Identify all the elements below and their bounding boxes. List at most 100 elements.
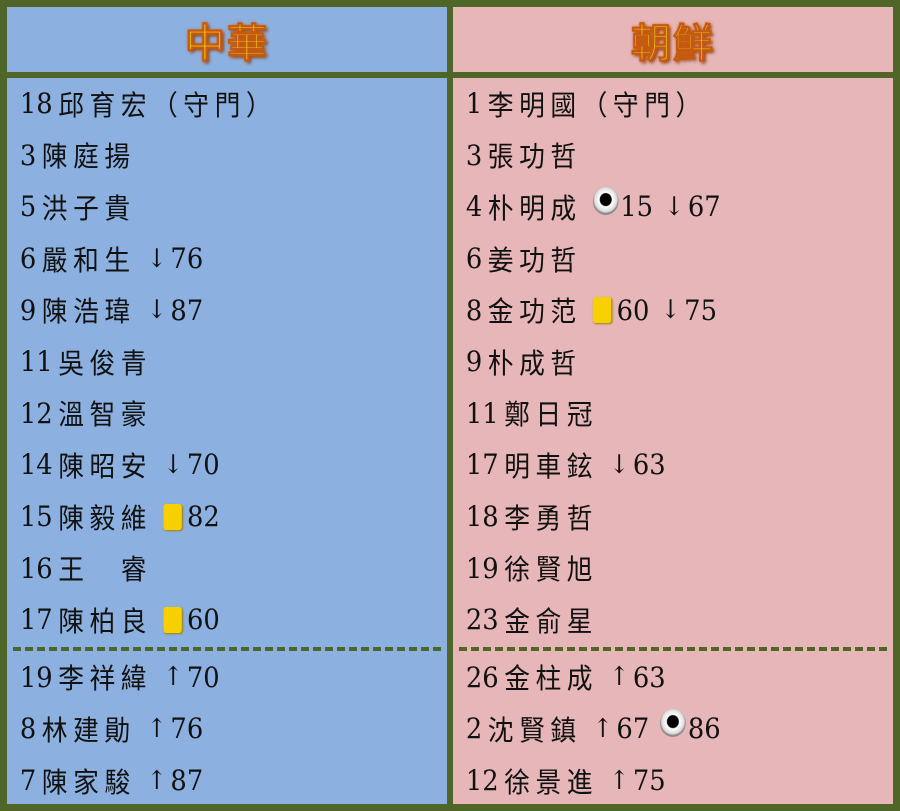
team-panel-chinese-taipei: 中華 18 邱育宏（守門） 3 陳庭揚 5 洪子貴 6 嚴和生 ↓ 76 9 陳浩瑋 ↓ 87 11 吳俊青 1…: [7, 7, 447, 804]
event-goal: 15: [592, 186, 654, 224]
event-minute: 63: [632, 448, 666, 482]
event-yellow-card: 82: [163, 500, 220, 533]
subs-list: 19 李祥緯 ↑ 70 8 林建勛 ↑ 76 7 陳家駿 ↑ 87: [7, 652, 447, 807]
player-row: 12 徐景進 ↑ 75: [453, 755, 858, 807]
event-sub-off: ↓ 63: [609, 448, 666, 481]
player-name: 陳昭安: [58, 449, 153, 483]
down-arrow-icon: ↓: [609, 449, 630, 480]
event-sub-off: ↓ 75: [660, 294, 717, 327]
player-number: 16: [19, 551, 53, 585]
event-sub-on: ↑ 76: [147, 712, 204, 745]
player-row: 3 張功哲: [453, 130, 858, 182]
event-minute: 15: [620, 190, 654, 224]
player-number: 14: [19, 448, 53, 482]
team-panel-north-korea: 朝鮮 1 李明國（守門） 3 張功哲 4 朴明成 15 ↓ 67 6 姜功哲 8 金功范 60 ↓ 75 9 朴成…: [453, 7, 893, 804]
player-row: 3 陳庭揚: [7, 130, 412, 182]
event-minute: 75: [684, 293, 717, 327]
player-name: 明車鉉: [504, 449, 599, 483]
event-minute: 70: [186, 660, 220, 694]
player-name: 嚴和生: [41, 243, 136, 277]
player-number: 1: [465, 87, 483, 121]
player-number: 15: [19, 500, 53, 534]
player-name: 金俞星: [504, 604, 599, 638]
player-row: 17 明車鉉 ↓ 63: [453, 439, 858, 491]
event-sub-off: ↓ 67: [664, 190, 721, 223]
player-row: 14 陳昭安 ↓ 70: [7, 439, 412, 491]
player-number: 8: [465, 293, 483, 327]
player-row: 11 吳俊青: [7, 336, 412, 388]
event-sub-off: ↓ 70: [163, 448, 220, 481]
down-arrow-icon: ↓: [146, 243, 167, 274]
soccer-ball-icon: [660, 708, 687, 737]
player-name: 陳毅維: [58, 501, 153, 535]
player-name: 溫智豪: [58, 398, 153, 432]
player-name: 金柱成: [504, 662, 599, 696]
bench-divider: [13, 646, 441, 651]
player-name: 李明國（守門）: [487, 88, 707, 122]
player-row: 18 李勇哲: [453, 491, 858, 543]
player-row: 18 邱育宏（守門）: [7, 78, 412, 130]
player-row: 11 鄭日冠: [453, 388, 858, 440]
player-name: 徐賢旭: [504, 553, 599, 587]
event-minute: 63: [632, 660, 666, 694]
player-name: 沈賢鎮: [487, 713, 582, 747]
lineup-body: 18 邱育宏（守門） 3 陳庭揚 5 洪子貴 6 嚴和生 ↓ 76 9 陳浩瑋 ↓ 87 11 吳俊青 12 溫智…: [7, 78, 447, 804]
player-name: 林建勛: [41, 713, 136, 747]
player-number: 11: [465, 396, 499, 430]
player-row: 19 徐賢旭: [453, 542, 858, 594]
player-number: 6: [465, 242, 483, 276]
player-number: 4: [465, 190, 483, 224]
up-arrow-icon: ↑: [146, 713, 167, 744]
player-number: 2: [465, 712, 483, 746]
event-sub-on: ↑ 75: [609, 764, 666, 797]
event-minute: 60: [616, 293, 650, 327]
player-row: 12 溫智豪: [7, 388, 412, 440]
event-minute: 75: [632, 764, 666, 798]
player-number: 26: [465, 660, 499, 694]
event-sub-on: ↑ 67: [593, 712, 650, 745]
player-name: 陳家駿: [41, 765, 136, 799]
player-row: 15 陳毅維 82: [7, 491, 412, 543]
player-name: 徐景進: [504, 765, 599, 799]
player-name: 吳俊青: [58, 346, 153, 380]
player-name: 邱育宏（守門）: [58, 88, 278, 122]
event-minute: 86: [687, 712, 721, 746]
player-row: 8 林建勛 ↑ 76: [7, 703, 412, 755]
player-number: 17: [465, 448, 499, 482]
player-number: 6: [19, 242, 37, 276]
down-arrow-icon: ↓: [664, 191, 685, 222]
event-minute: 76: [170, 712, 204, 746]
bench-divider: [459, 646, 887, 651]
player-name: 金功范: [487, 295, 582, 329]
up-arrow-icon: ↑: [609, 662, 630, 693]
event-minute: 67: [687, 190, 721, 224]
yellow-card-icon: [163, 606, 182, 633]
player-number: 3: [465, 138, 483, 172]
yellow-card-icon: [163, 503, 182, 530]
event-sub-on: ↑ 70: [163, 661, 220, 694]
player-row: 26 金柱成 ↑ 63: [453, 652, 858, 704]
player-row: 17 陳柏良 60: [7, 594, 412, 646]
event-minute: 87: [170, 764, 204, 798]
player-number: 19: [465, 551, 499, 585]
player-number: 9: [465, 345, 483, 379]
event-yellow-card: 60: [592, 293, 650, 327]
event-minute: 67: [616, 712, 650, 746]
yellow-card-icon: [592, 297, 612, 324]
player-name: 張功哲: [487, 140, 582, 174]
player-number: 17: [19, 603, 53, 637]
event-minute: 87: [170, 293, 204, 327]
down-arrow-icon: ↓: [660, 295, 681, 326]
event-sub-off: ↓ 87: [147, 294, 204, 327]
event-minute: 82: [187, 500, 220, 534]
player-row: 5 洪子貴: [7, 181, 412, 233]
player-name: 鄭日冠: [504, 398, 599, 432]
event-minute: 60: [187, 603, 220, 637]
up-arrow-icon: ↑: [163, 662, 184, 693]
player-name: 姜功哲: [487, 243, 582, 277]
player-name: 李祥緯: [58, 662, 153, 696]
player-row: 16 王 睿: [7, 542, 412, 594]
player-number: 23: [465, 603, 499, 637]
team-title: 朝鮮: [453, 7, 893, 72]
event-minute: 70: [186, 448, 220, 482]
